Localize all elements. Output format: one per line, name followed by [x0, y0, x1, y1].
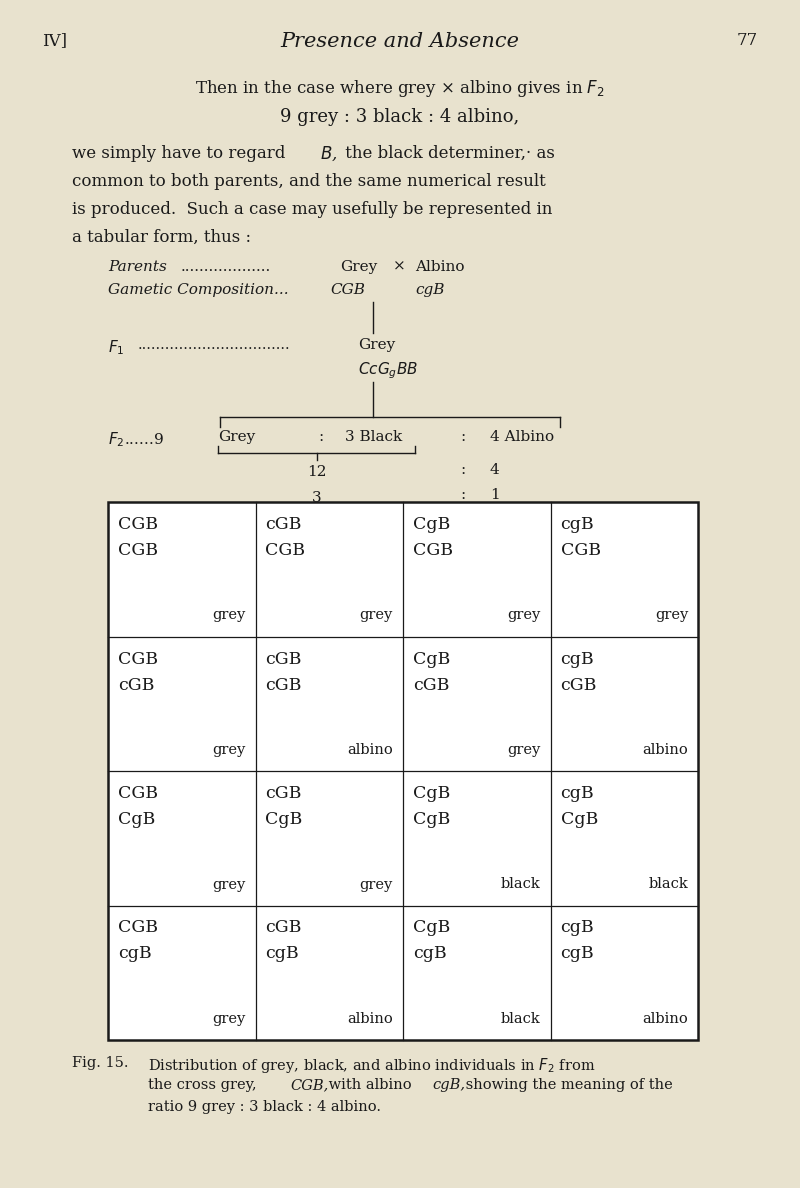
Text: CgB: CgB: [413, 651, 450, 668]
Text: Gametic Composition...: Gametic Composition...: [108, 283, 289, 297]
Text: .................................: .................................: [138, 339, 290, 352]
Text: Grey: Grey: [218, 430, 255, 444]
Text: :: :: [460, 463, 466, 478]
Text: grey: grey: [360, 878, 393, 891]
Text: CGB,: CGB,: [290, 1078, 328, 1092]
Text: CGB: CGB: [118, 920, 158, 936]
Text: CgB: CgB: [561, 811, 598, 828]
Text: Grey: Grey: [358, 339, 395, 352]
Text: cgB: cgB: [266, 946, 299, 962]
Text: cGB: cGB: [118, 676, 154, 694]
Text: black: black: [501, 1012, 541, 1026]
Text: IV]: IV]: [42, 32, 67, 49]
Text: CGB: CGB: [118, 516, 158, 533]
Text: black: black: [501, 878, 541, 891]
Text: :: :: [318, 430, 323, 444]
Text: cgB: cgB: [415, 283, 445, 297]
Text: common to both parents, and the same numerical result: common to both parents, and the same num…: [72, 173, 546, 190]
Text: Fig. 15.: Fig. 15.: [72, 1056, 129, 1070]
Text: grey: grey: [212, 608, 246, 623]
Text: ×: ×: [393, 260, 406, 274]
Bar: [108, 503, 698, 1040]
Text: Albino: Albino: [415, 260, 465, 274]
Text: with albino: with albino: [324, 1078, 416, 1092]
Text: ...................: ...................: [181, 260, 271, 274]
Text: CgB: CgB: [413, 785, 450, 802]
Text: cGB: cGB: [266, 651, 302, 668]
Text: 12: 12: [306, 465, 326, 479]
Text: CGB: CGB: [118, 785, 158, 802]
Text: the black determiner,· as: the black determiner,· as: [340, 145, 555, 162]
Text: a tabular form, thus :: a tabular form, thus :: [72, 229, 251, 246]
Text: $F_2$......9: $F_2$......9: [108, 430, 164, 449]
Text: $B$,: $B$,: [320, 145, 338, 163]
Text: cGB: cGB: [561, 676, 597, 694]
Text: cgB: cgB: [561, 651, 594, 668]
Text: ratio 9 grey : 3 black : 4 albino.: ratio 9 grey : 3 black : 4 albino.: [148, 1100, 381, 1114]
Text: grey: grey: [360, 608, 393, 623]
Text: albino: albino: [642, 742, 688, 757]
Text: CgB: CgB: [118, 811, 155, 828]
Text: cgB: cgB: [561, 920, 594, 936]
Text: CGB: CGB: [413, 542, 453, 560]
Text: CGB: CGB: [561, 542, 601, 560]
Text: cgB: cgB: [413, 946, 446, 962]
Text: grey: grey: [507, 742, 541, 757]
Text: CGB: CGB: [266, 542, 306, 560]
Text: albino: albino: [347, 742, 393, 757]
Text: showing the meaning of the: showing the meaning of the: [461, 1078, 673, 1092]
Text: cgB,: cgB,: [432, 1078, 465, 1092]
Text: CGB: CGB: [118, 542, 158, 560]
Text: 9 grey : 3 black : 4 albino,: 9 grey : 3 black : 4 albino,: [280, 108, 520, 126]
Text: CGB: CGB: [330, 283, 365, 297]
Text: 1: 1: [490, 488, 500, 503]
Text: cgB: cgB: [118, 946, 152, 962]
Text: Presence and Absence: Presence and Absence: [281, 32, 519, 51]
Text: Distribution of grey, black, and albino individuals in $F_2$ from: Distribution of grey, black, and albino …: [148, 1056, 595, 1075]
Text: 77: 77: [737, 32, 758, 49]
Text: cgB: cgB: [561, 785, 594, 802]
Text: grey: grey: [212, 878, 246, 891]
Text: grey: grey: [212, 742, 246, 757]
Text: cGB: cGB: [266, 516, 302, 533]
Text: Parents: Parents: [108, 260, 167, 274]
Text: cGB: cGB: [266, 920, 302, 936]
Text: is produced.  Such a case may usefully be represented in: is produced. Such a case may usefully be…: [72, 201, 552, 219]
Text: cgB: cgB: [561, 516, 594, 533]
Text: :: :: [460, 430, 466, 444]
Text: Grey: Grey: [340, 260, 378, 274]
Text: the cross grey,: the cross grey,: [148, 1078, 262, 1092]
Text: grey: grey: [212, 1012, 246, 1026]
Text: cgB: cgB: [561, 946, 594, 962]
Text: Then in the case where grey × albino gives in $F_2$: Then in the case where grey × albino giv…: [195, 78, 605, 99]
Text: CgB: CgB: [413, 516, 450, 533]
Text: CgB: CgB: [413, 920, 450, 936]
Text: 3: 3: [312, 491, 322, 505]
Text: we simply have to regard: we simply have to regard: [72, 145, 290, 162]
Text: 3 Black: 3 Black: [345, 430, 402, 444]
Text: $CcG_gBB$: $CcG_gBB$: [358, 360, 418, 380]
Text: cGB: cGB: [413, 676, 450, 694]
Text: grey: grey: [654, 608, 688, 623]
Text: CgB: CgB: [266, 811, 302, 828]
Text: cGB: cGB: [266, 676, 302, 694]
Text: CGB: CGB: [118, 651, 158, 668]
Text: albino: albino: [642, 1012, 688, 1026]
Text: grey: grey: [507, 608, 541, 623]
Text: cGB: cGB: [266, 785, 302, 802]
Text: 4: 4: [490, 463, 500, 478]
Text: albino: albino: [347, 1012, 393, 1026]
Text: $F_1$: $F_1$: [108, 339, 125, 356]
Text: CgB: CgB: [413, 811, 450, 828]
Text: :: :: [460, 488, 466, 503]
Text: 4 Albino: 4 Albino: [490, 430, 554, 444]
Text: black: black: [648, 878, 688, 891]
